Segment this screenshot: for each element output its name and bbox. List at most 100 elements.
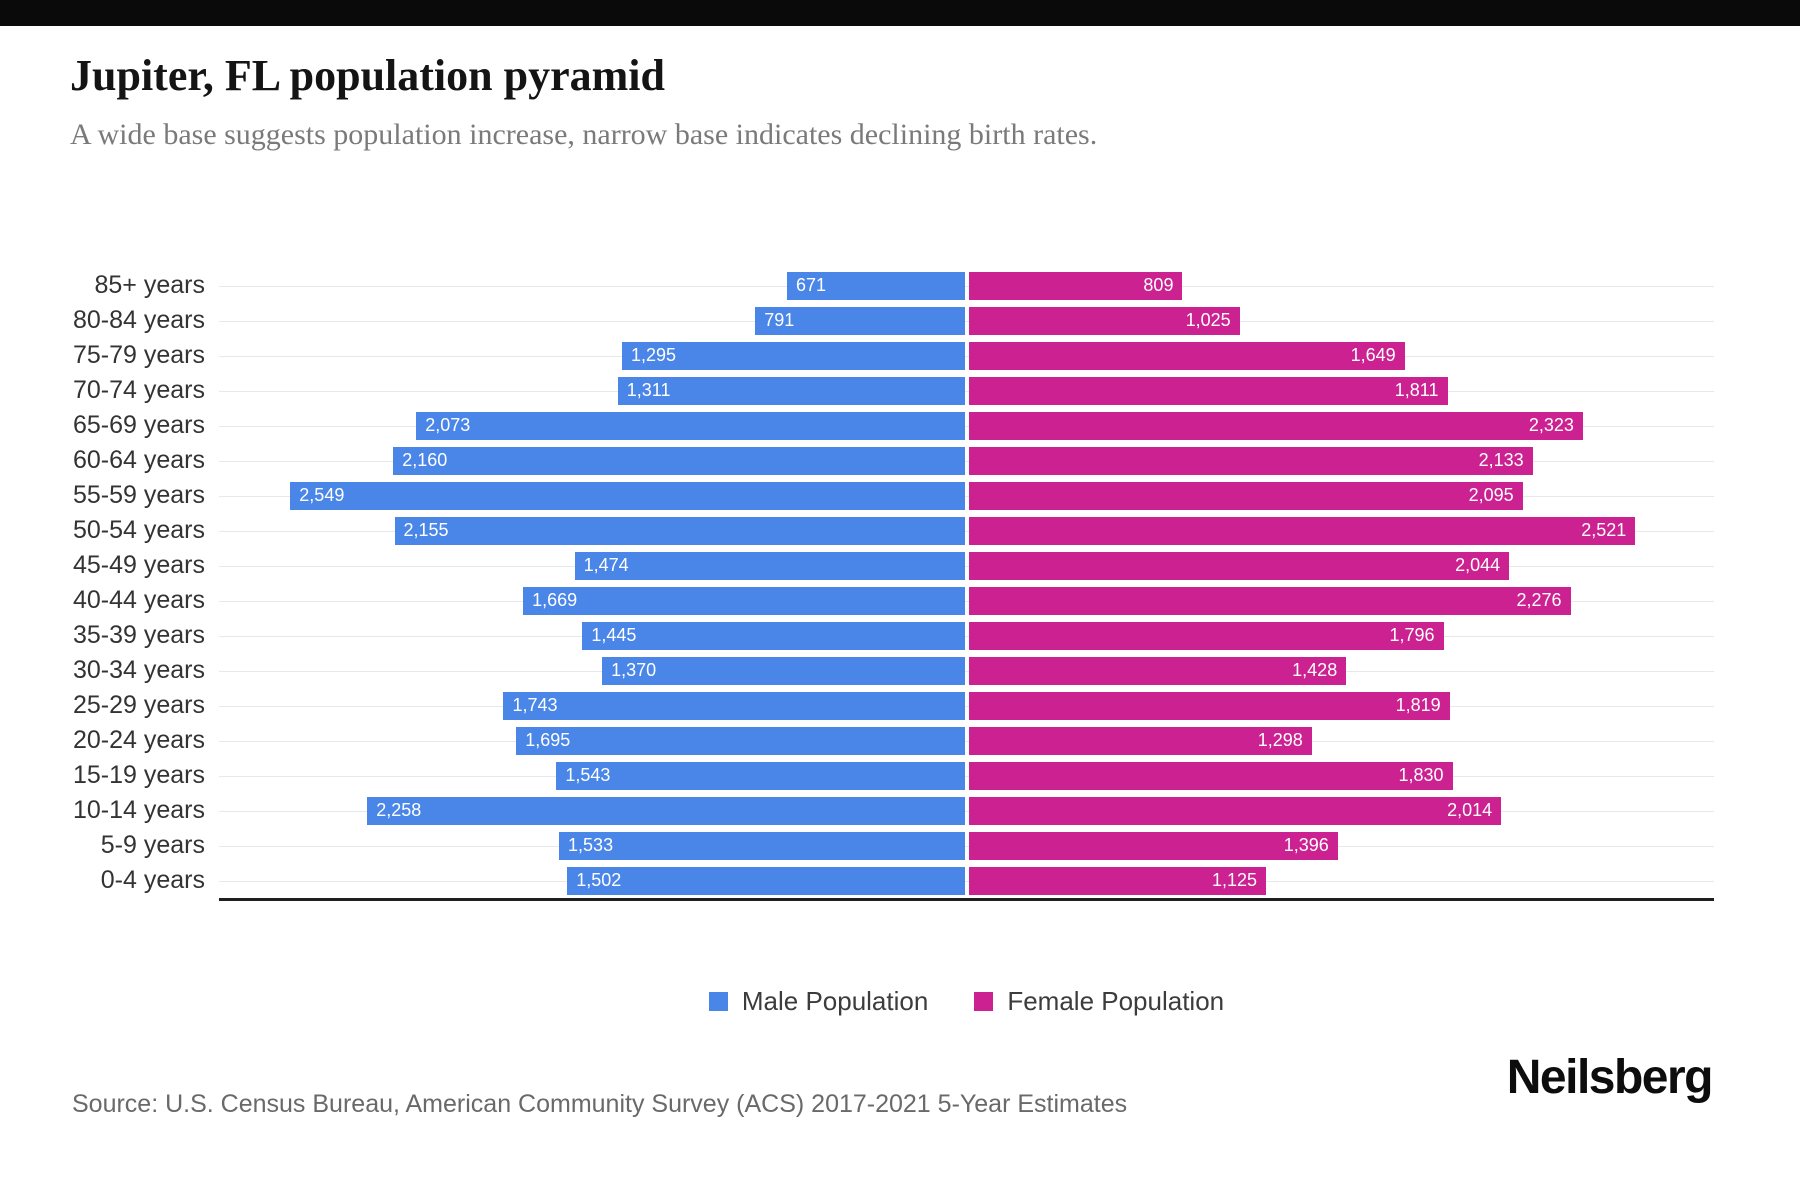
female-bar: 1,649 xyxy=(968,341,1405,370)
female-bar: 1,819 xyxy=(968,691,1450,720)
age-group-label: 10-14 years xyxy=(72,796,205,824)
age-group-label: 20-24 years xyxy=(72,726,205,754)
pyramid-row: 20-24 years 1,695 1,298 xyxy=(0,723,1800,758)
bar-value-label: 2,073 xyxy=(425,415,471,435)
male-bar: 2,160 xyxy=(393,446,965,475)
row-plot-area: 1,502 1,125 xyxy=(219,863,1714,898)
bar-value-label: 1,125 xyxy=(1212,870,1258,890)
row-plot-area: 2,155 2,521 xyxy=(219,513,1714,548)
bar-value-label: 1,695 xyxy=(525,730,571,750)
bar-value-label: 1,298 xyxy=(1257,730,1303,750)
bar-value-label: 2,044 xyxy=(1455,555,1501,575)
bar-value-label: 1,649 xyxy=(1350,345,1396,365)
bar-value-label: 791 xyxy=(764,310,795,330)
chart-subtitle: A wide base suggests population increase… xyxy=(70,118,1098,151)
age-group-label: 80-84 years xyxy=(72,306,205,334)
row-plot-area: 1,295 1,649 xyxy=(219,338,1714,373)
source-attribution: Source: U.S. Census Bureau, American Com… xyxy=(72,1090,1128,1118)
chart-title: Jupiter, FL population pyramid xyxy=(70,51,665,100)
female-bar: 2,276 xyxy=(968,586,1571,615)
row-plot-area: 2,258 2,014 xyxy=(219,793,1714,828)
male-bar: 1,445 xyxy=(582,621,965,650)
female-bar: 809 xyxy=(968,271,1183,300)
row-plot-area: 1,695 1,298 xyxy=(219,723,1714,758)
pyramid-row: 35-39 years 1,445 1,796 xyxy=(0,618,1800,653)
female-bar: 1,298 xyxy=(968,726,1312,755)
age-group-label: 35-39 years xyxy=(72,621,205,649)
bar-value-label: 2,133 xyxy=(1478,450,1524,470)
female-bar: 1,811 xyxy=(968,376,1448,405)
top-black-bar xyxy=(0,0,1800,26)
row-plot-area: 1,474 2,044 xyxy=(219,548,1714,583)
female-bar: 2,133 xyxy=(968,446,1533,475)
male-bar: 671 xyxy=(787,271,965,300)
age-group-label: 30-34 years xyxy=(72,656,205,684)
pyramid-row: 45-49 years 1,474 2,044 xyxy=(0,548,1800,583)
pyramid-row: 40-44 years 1,669 2,276 xyxy=(0,583,1800,618)
bar-value-label: 2,521 xyxy=(1581,520,1627,540)
male-bar: 2,155 xyxy=(394,516,965,545)
bar-value-label: 1,669 xyxy=(532,590,578,610)
bar-value-label: 1,445 xyxy=(591,625,637,645)
bar-value-label: 2,276 xyxy=(1516,590,1562,610)
population-pyramid-chart: 85+ years 671 809 80-84 years 791 1,025 75-79 … xyxy=(0,268,1800,901)
male-bar: 1,311 xyxy=(617,376,965,405)
age-group-label: 60-64 years xyxy=(72,446,205,474)
female-legend-swatch-icon xyxy=(974,992,994,1011)
neilsberg-logo: Neilsberg xyxy=(1506,1051,1714,1104)
legend-item-male: Male Population xyxy=(708,986,929,1017)
male-bar: 1,669 xyxy=(523,586,965,615)
male-bar: 1,295 xyxy=(621,341,965,370)
bar-value-label: 1,370 xyxy=(611,660,657,680)
pyramid-row: 55-59 years 2,549 2,095 xyxy=(0,478,1800,513)
bar-value-label: 2,323 xyxy=(1528,415,1574,435)
male-bar: 2,549 xyxy=(290,481,965,510)
age-group-label: 25-29 years xyxy=(72,691,205,719)
male-legend-label: Male Population xyxy=(741,986,929,1016)
bar-value-label: 1,830 xyxy=(1398,765,1444,785)
male-bar: 2,258 xyxy=(367,796,965,825)
bar-value-label: 2,160 xyxy=(402,450,448,470)
female-bar: 1,125 xyxy=(968,866,1267,895)
age-group-label: 65-69 years xyxy=(72,411,205,439)
bar-value-label: 2,549 xyxy=(299,485,345,505)
row-plot-area: 1,311 1,811 xyxy=(219,373,1714,408)
age-group-label: 45-49 years xyxy=(72,551,205,579)
bar-value-label: 1,743 xyxy=(512,695,558,715)
row-plot-area: 791 1,025 xyxy=(219,303,1714,338)
bar-value-label: 1,502 xyxy=(576,870,622,890)
female-bar: 2,323 xyxy=(968,411,1583,440)
row-plot-area: 1,543 1,830 xyxy=(219,758,1714,793)
male-bar: 1,502 xyxy=(567,866,965,895)
row-plot-area: 671 809 xyxy=(219,268,1714,303)
pyramid-row: 25-29 years 1,743 1,819 xyxy=(0,688,1800,723)
bar-value-label: 2,258 xyxy=(376,800,422,820)
age-group-label: 40-44 years xyxy=(72,586,205,614)
male-bar: 791 xyxy=(755,306,965,335)
male-bar: 1,695 xyxy=(516,726,965,755)
bar-value-label: 1,543 xyxy=(565,765,611,785)
row-plot-area: 2,549 2,095 xyxy=(219,478,1714,513)
age-group-label: 75-79 years xyxy=(72,341,205,369)
row-plot-area: 1,445 1,796 xyxy=(219,618,1714,653)
male-bar: 1,370 xyxy=(602,656,965,685)
pyramid-row: 10-14 years 2,258 2,014 xyxy=(0,793,1800,828)
bar-value-label: 2,095 xyxy=(1468,485,1514,505)
male-bar: 1,533 xyxy=(559,831,965,860)
bar-value-label: 671 xyxy=(796,275,827,295)
pyramid-row: 60-64 years 2,160 2,133 xyxy=(0,443,1800,478)
female-bar: 2,095 xyxy=(968,481,1523,510)
pyramid-row: 0-4 years 1,502 1,125 xyxy=(0,863,1800,898)
bar-value-label: 2,155 xyxy=(403,520,449,540)
female-bar: 1,830 xyxy=(968,761,1453,790)
bar-value-label: 1,819 xyxy=(1395,695,1441,715)
row-plot-area: 1,669 2,276 xyxy=(219,583,1714,618)
bar-value-label: 2,014 xyxy=(1447,800,1493,820)
female-bar: 1,396 xyxy=(968,831,1338,860)
row-plot-area: 2,160 2,133 xyxy=(219,443,1714,478)
age-group-label: 5-9 years xyxy=(100,831,205,859)
x-axis-baseline xyxy=(219,898,1714,901)
row-plot-area: 2,073 2,323 xyxy=(219,408,1714,443)
pyramid-rows: 85+ years 671 809 80-84 years 791 1,025 75-79 … xyxy=(0,268,1800,898)
